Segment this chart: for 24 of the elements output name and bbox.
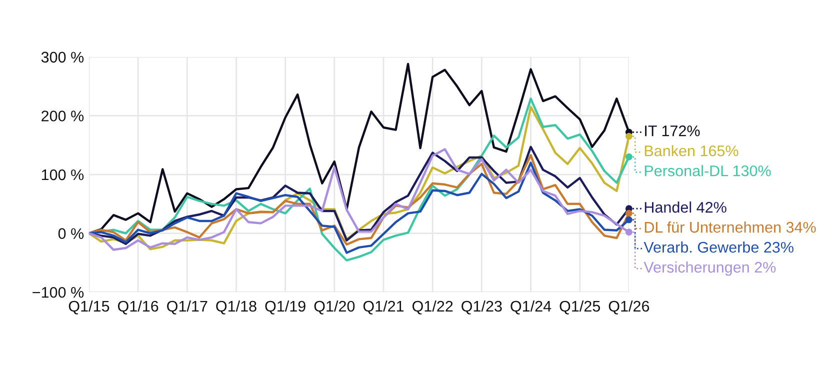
x-tick-label: Q1/20: [314, 300, 355, 314]
x-tick-label: Q1/17: [167, 300, 208, 314]
y-tick-label: 300 %: [41, 52, 84, 63]
y-tick-label: 100 %: [42, 169, 84, 180]
text: IT 172%: [645, 125, 700, 136]
x-tick-label: Q1/26: [608, 300, 650, 314]
x-tick-label: Q1/25: [560, 300, 600, 314]
text: Versicherungen 2%: [644, 261, 776, 276]
text: Handel 42%: [644, 202, 726, 213]
x-tick-label: Q1/15: [68, 300, 110, 314]
y-tick-label: 0 %: [58, 228, 84, 240]
x-tick-label: Q1/21: [363, 300, 404, 314]
x-tick-label: Q1/22: [412, 300, 453, 314]
text: Banken 165%: [644, 145, 738, 156]
text: Personal-DL 130%: [644, 165, 771, 176]
text: DL für Unternehmen 34%: [644, 221, 816, 233]
x-tick-label: Q1/18: [216, 300, 256, 314]
x-tick-label: Q1/16: [118, 300, 158, 314]
x-tick-label: Q1/23: [462, 300, 502, 314]
text: Verarb. Gewerbe 23%: [644, 241, 794, 253]
x-tick-label: Q1/19: [265, 300, 306, 314]
y-tick-label: −100 %: [32, 286, 84, 298]
x-tick-label: Q1/24: [510, 300, 552, 314]
y-tick-label: 200 %: [42, 110, 84, 122]
